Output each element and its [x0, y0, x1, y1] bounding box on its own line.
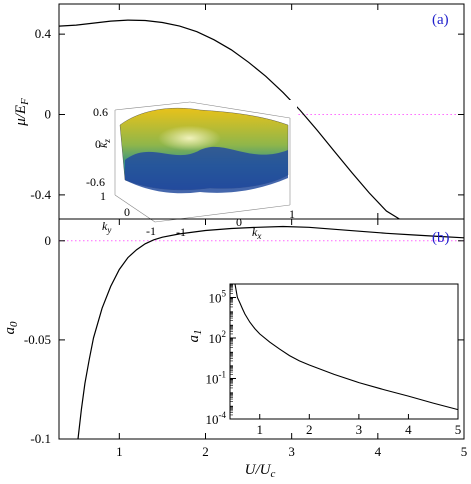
y-tick-label: 0 — [45, 233, 52, 248]
kx-tick-0: 0 — [236, 215, 242, 229]
surface-highlight — [140, 122, 230, 158]
panel-a-label: (a) — [432, 12, 449, 28]
kz-tick-0.6: 0.6 — [93, 105, 108, 119]
a1-curve — [234, 283, 459, 411]
x-axis-title: U/Uc — [245, 462, 276, 480]
x-tick-label: 1 — [116, 444, 123, 459]
x-tick-label: 1 — [256, 422, 263, 437]
x-tick-label: 5 — [461, 444, 468, 459]
x-tick-label: 2 — [202, 444, 209, 459]
y-tick-label: -0.1 — [30, 431, 51, 446]
series-line — [58, 19, 400, 220]
y-tick-label: -0.05 — [24, 332, 51, 347]
a1-inset: 105 102 10-1 10-4 1 2 3 4 5 a1 — [186, 283, 461, 437]
y-tick-label: -0.4 — [30, 187, 51, 202]
kx-tick-1: 1 — [289, 207, 295, 221]
kx-tick--1: -1 — [176, 225, 186, 239]
x-tick-label: 2 — [306, 422, 313, 437]
ky-tick--1: -1 — [146, 224, 156, 238]
kz-tick-0: 0 — [95, 137, 101, 151]
ky-tick-1: 1 — [100, 189, 106, 203]
kz-label: kz — [96, 139, 112, 148]
inset-y-axis-ticks: 105 102 10-1 10-4 — [206, 284, 236, 427]
y-axis-title-b: a0 — [2, 321, 20, 335]
kx-label: kx — [252, 225, 261, 241]
y-axis-ticks: 0.4 0 -0.4 — [30, 26, 464, 202]
y-tick-label: 10-1 — [206, 370, 227, 387]
y-tick-label: 0 — [45, 107, 52, 122]
kz-tick--0.6: -0.6 — [86, 175, 105, 189]
x-tick-label: 4 — [405, 422, 412, 437]
inset-b-background — [229, 283, 459, 420]
panel-b-label: (b) — [432, 230, 450, 246]
fermi-surface-inset: kz 0.6 0 -0.6 ky 1 0 -1 -1 0 1 kx — [86, 100, 297, 245]
inset-y-axis-title: a1 — [186, 330, 204, 343]
x-tick-label: 4 — [375, 444, 382, 459]
x-tick-label: 5 — [455, 422, 462, 437]
inset-x-axis-ticks: 1 2 3 4 5 — [256, 414, 461, 437]
mu-curve — [58, 19, 400, 220]
a0-curve — [77, 225, 465, 440]
y-axis-ticks: 0 -0.05 -0.1 — [24, 233, 464, 446]
ky-tick-0: 0 — [124, 205, 130, 219]
x-tick-label: 3 — [288, 444, 295, 459]
y-tick-label: 10-4 — [206, 410, 227, 427]
series-line — [234, 283, 459, 411]
y-axis-title-a: μ/EF — [13, 98, 31, 127]
ky-label: ky — [102, 219, 111, 235]
surface-box — [114, 101, 291, 223]
surface-front-wave — [125, 146, 288, 194]
panel-b-frame — [58, 218, 465, 440]
y-tick-label: 105 — [209, 289, 227, 306]
y-tick-label: 102 — [209, 329, 227, 346]
x-tick-label: 3 — [356, 422, 363, 437]
y-tick-label: 0.4 — [35, 26, 52, 41]
series-line — [77, 225, 465, 440]
